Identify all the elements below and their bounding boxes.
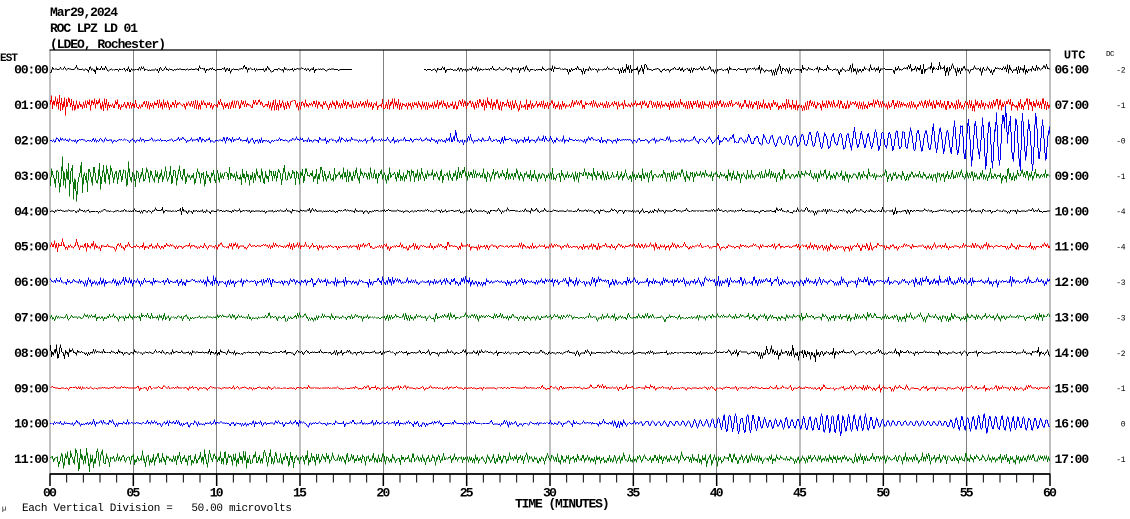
svg-text:08:00: 08:00 (1055, 134, 1090, 149)
svg-text:08:00: 08:00 (14, 346, 49, 361)
svg-text:15:00: 15:00 (1055, 381, 1090, 396)
svg-text:-3: -3 (1116, 279, 1125, 288)
svg-text:55: 55 (960, 486, 974, 501)
svg-text:ROC LPZ LD 01: ROC LPZ LD 01 (50, 21, 138, 36)
svg-text:-0: -0 (1116, 137, 1125, 146)
svg-text:0: 0 (1121, 421, 1126, 430)
svg-text:(LDEO, Rochester): (LDEO, Rochester) (50, 37, 166, 52)
svg-text:EST: EST (0, 53, 18, 65)
svg-text:µ: µ (2, 506, 6, 514)
svg-text:15: 15 (293, 486, 307, 501)
svg-text:30: 30 (543, 486, 557, 501)
svg-text:07:00: 07:00 (1055, 98, 1090, 113)
svg-text:16:00: 16:00 (1055, 417, 1090, 432)
svg-text:-4: -4 (1116, 208, 1125, 217)
svg-text:10:00: 10:00 (1055, 204, 1090, 219)
svg-text:05: 05 (126, 486, 140, 501)
svg-text:UTC: UTC (1064, 49, 1086, 63)
svg-text:20: 20 (376, 486, 390, 501)
svg-text:03:00: 03:00 (14, 169, 49, 184)
svg-text:00: 00 (43, 486, 57, 501)
svg-text:11:00: 11:00 (14, 452, 49, 467)
svg-text:12:00: 12:00 (1055, 275, 1090, 290)
svg-text:-2: -2 (1116, 350, 1125, 359)
svg-text:-1: -1 (1116, 173, 1125, 182)
svg-text:04:00: 04:00 (14, 204, 49, 219)
svg-text:17:00: 17:00 (1055, 452, 1090, 467)
svg-text:-4: -4 (1116, 244, 1125, 253)
svg-text:00:00: 00:00 (14, 63, 49, 78)
svg-text:-1: -1 (1116, 385, 1125, 394)
svg-text:14:00: 14:00 (1055, 346, 1090, 361)
svg-text:06:00: 06:00 (1055, 63, 1090, 78)
svg-text:40: 40 (710, 486, 724, 501)
svg-text:05:00: 05:00 (14, 240, 49, 255)
svg-text:-3: -3 (1116, 314, 1125, 323)
svg-text:-1: -1 (1116, 456, 1125, 465)
svg-text:-2: -2 (1116, 67, 1125, 76)
svg-text:Mar29,2024: Mar29,2024 (50, 5, 118, 20)
svg-text:DC: DC (1106, 51, 1115, 59)
svg-text:10: 10 (210, 486, 224, 501)
svg-text:Each Vertical Division = 50.: Each Vertical Division = 50.00 microvolt… (22, 503, 292, 515)
svg-text:01:00: 01:00 (14, 98, 49, 113)
svg-text:-1: -1 (1116, 102, 1125, 111)
svg-text:50: 50 (876, 486, 890, 501)
svg-text:10:00: 10:00 (14, 417, 49, 432)
svg-text:09:00: 09:00 (14, 381, 49, 396)
svg-text:09:00: 09:00 (1055, 169, 1090, 184)
svg-text:07:00: 07:00 (14, 311, 49, 326)
svg-text:35: 35 (626, 486, 640, 501)
svg-text:45: 45 (793, 486, 807, 501)
svg-text:13:00: 13:00 (1055, 311, 1090, 326)
svg-text:06:00: 06:00 (14, 275, 49, 290)
svg-text:02:00: 02:00 (14, 134, 49, 149)
svg-text:25: 25 (460, 486, 474, 501)
svg-text:60: 60 (1043, 486, 1057, 501)
svg-text:TIME (MINUTES): TIME (MINUTES) (515, 496, 610, 511)
svg-text:11:00: 11:00 (1055, 240, 1090, 255)
